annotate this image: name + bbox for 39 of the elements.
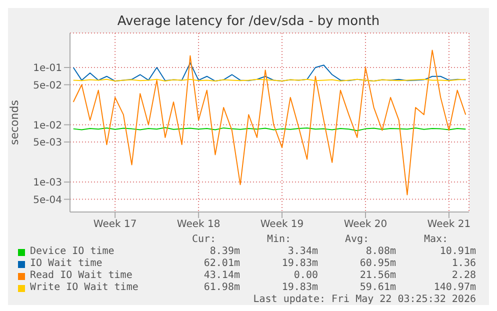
text: 10.91m [438, 246, 476, 258]
chart-title: Average latency for /dev/sda - by month [116, 13, 381, 29]
x-tick-label: Week 18 [176, 219, 220, 230]
text: 61.98m [202, 282, 240, 294]
text: 43.14m [202, 270, 240, 282]
text: 8.39m [208, 246, 240, 258]
y-tick-label: 5e-02 [33, 80, 62, 92]
text: Last update: Fri May 22 03:25:32 2026 [252, 294, 476, 305]
legend-label: IO Wait time [29, 258, 104, 270]
text: 19.83m [280, 282, 318, 294]
text: Cur: [190, 234, 218, 246]
line-series [72, 50, 466, 196]
text: 21.56m [358, 270, 396, 282]
x-tick-label: Week 20 [344, 219, 388, 230]
text: Max: [422, 234, 450, 246]
x-tick-label: Week 17 [93, 219, 137, 230]
text: 62.01m [202, 258, 240, 270]
text: 1.36 [450, 258, 476, 270]
text: 59.61m [358, 282, 396, 294]
text: 60.95m [358, 258, 396, 270]
y-tick-label: 1e-03 [33, 178, 62, 189]
text: Min: [266, 234, 292, 246]
text: 3.34m [286, 246, 318, 258]
text: 0.00 [292, 270, 318, 282]
text: 140.97m [432, 282, 476, 294]
legend-label: Write IO Wait time [29, 282, 140, 294]
y-tick-label: 1e-01 [33, 63, 62, 74]
text: 8.08m [364, 246, 396, 258]
y-tick-label: 5e-04 [33, 194, 62, 206]
legend-label: Device IO time [29, 246, 116, 258]
x-tick-label: Week 21 [427, 219, 471, 230]
y-axis-title: seconds [8, 100, 21, 145]
x-tick-label: Week 19 [260, 219, 304, 230]
y-tick-label: 1e-02 [33, 120, 62, 132]
text: Avg: [344, 234, 370, 246]
text: 19.83m [280, 258, 318, 270]
y-tick-label: 5e-03 [33, 138, 62, 149]
legend-label: Read IO Wait time [29, 270, 134, 282]
text: 2.28 [450, 270, 476, 282]
